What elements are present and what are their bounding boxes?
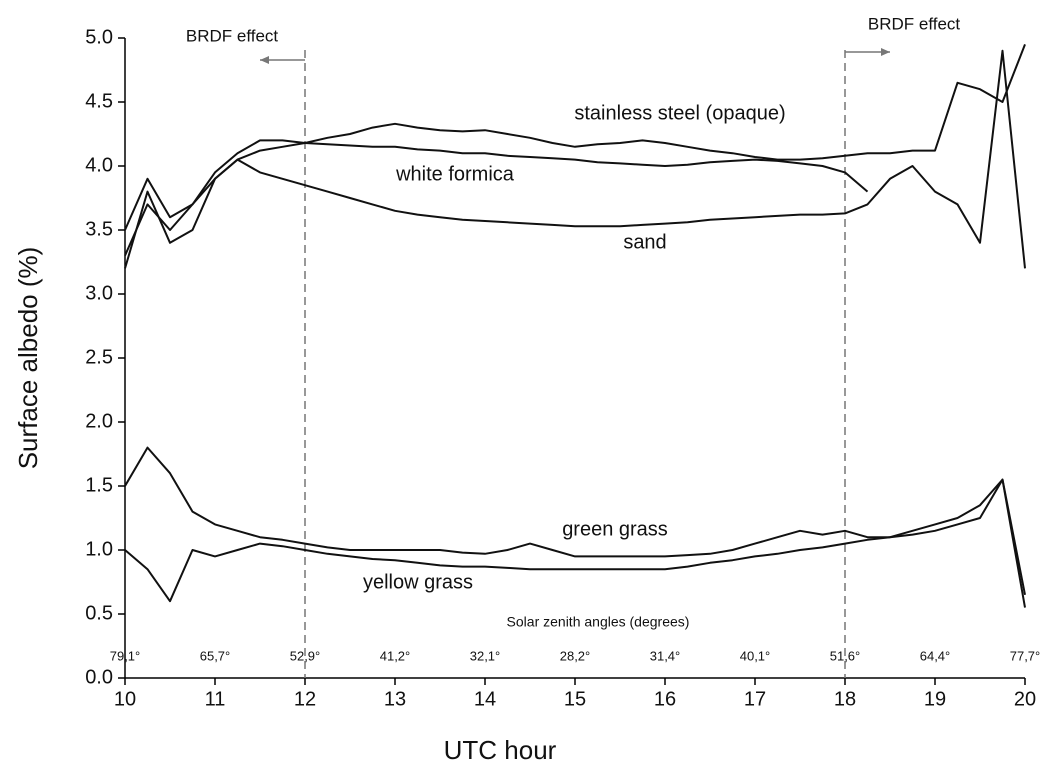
series-label: yellow grass — [363, 571, 473, 593]
zenith-label: 32,1° — [470, 648, 501, 663]
x-tick-label: 14 — [474, 688, 496, 710]
zenith-label: 77,7° — [1010, 648, 1041, 663]
y-tick-label: 1.0 — [85, 538, 113, 560]
arrow-head — [260, 56, 269, 64]
series-line — [124, 139, 869, 257]
x-tick-label: 20 — [1014, 688, 1036, 710]
x-tick-label: 18 — [834, 688, 856, 710]
series-line — [124, 44, 1026, 231]
arrow-head — [881, 48, 890, 56]
zenith-label: 51,6° — [830, 648, 861, 663]
series-label: stainless steel (opaque) — [574, 102, 785, 124]
y-tick-label: 3.0 — [85, 282, 113, 304]
y-tick-label: 2.0 — [85, 410, 113, 432]
y-tick-label: 3.5 — [85, 218, 113, 240]
y-tick-label: 1.5 — [85, 474, 113, 496]
series-label: sand — [623, 231, 666, 253]
zenith-label: 52,9° — [290, 648, 321, 663]
x-tick-label: 19 — [924, 688, 946, 710]
series-label: green grass — [562, 518, 668, 540]
x-tick-label: 15 — [564, 688, 586, 710]
x-tick-label: 11 — [205, 688, 226, 710]
annotation: BRDF effect — [868, 14, 961, 33]
x-axis-label: UTC hour — [444, 735, 557, 765]
x-tick-label: 12 — [294, 688, 316, 710]
y-tick-label: 2.5 — [85, 346, 113, 368]
y-axis-label: Surface albedo (%) — [13, 247, 43, 470]
x-tick-label: 10 — [114, 688, 136, 710]
y-tick-label: 5.0 — [85, 26, 113, 48]
x-tick-label: 17 — [744, 688, 766, 710]
y-tick-label: 4.0 — [85, 154, 113, 176]
zenith-label: 40,1° — [740, 648, 771, 663]
zenith-label: 31,4° — [650, 648, 681, 663]
zenith-label: 64,4° — [920, 648, 951, 663]
series-label: white formica — [395, 163, 515, 185]
series-line — [124, 49, 1026, 269]
series-line — [124, 446, 1026, 595]
zenith-label: 79,1° — [110, 648, 141, 663]
series-line — [124, 478, 1026, 608]
zenith-label: 28,2° — [560, 648, 591, 663]
x-tick-label: 13 — [384, 688, 406, 710]
annotation: BRDF effect — [186, 26, 279, 45]
annotation: Solar zenith angles (degrees) — [507, 614, 690, 630]
zenith-label: 41,2° — [380, 648, 411, 663]
y-tick-label: 4.5 — [85, 90, 113, 112]
y-tick-label: 0.0 — [85, 666, 113, 688]
zenith-label: 65,7° — [200, 648, 231, 663]
x-tick-label: 16 — [654, 688, 676, 710]
y-tick-label: 0.5 — [85, 602, 113, 624]
